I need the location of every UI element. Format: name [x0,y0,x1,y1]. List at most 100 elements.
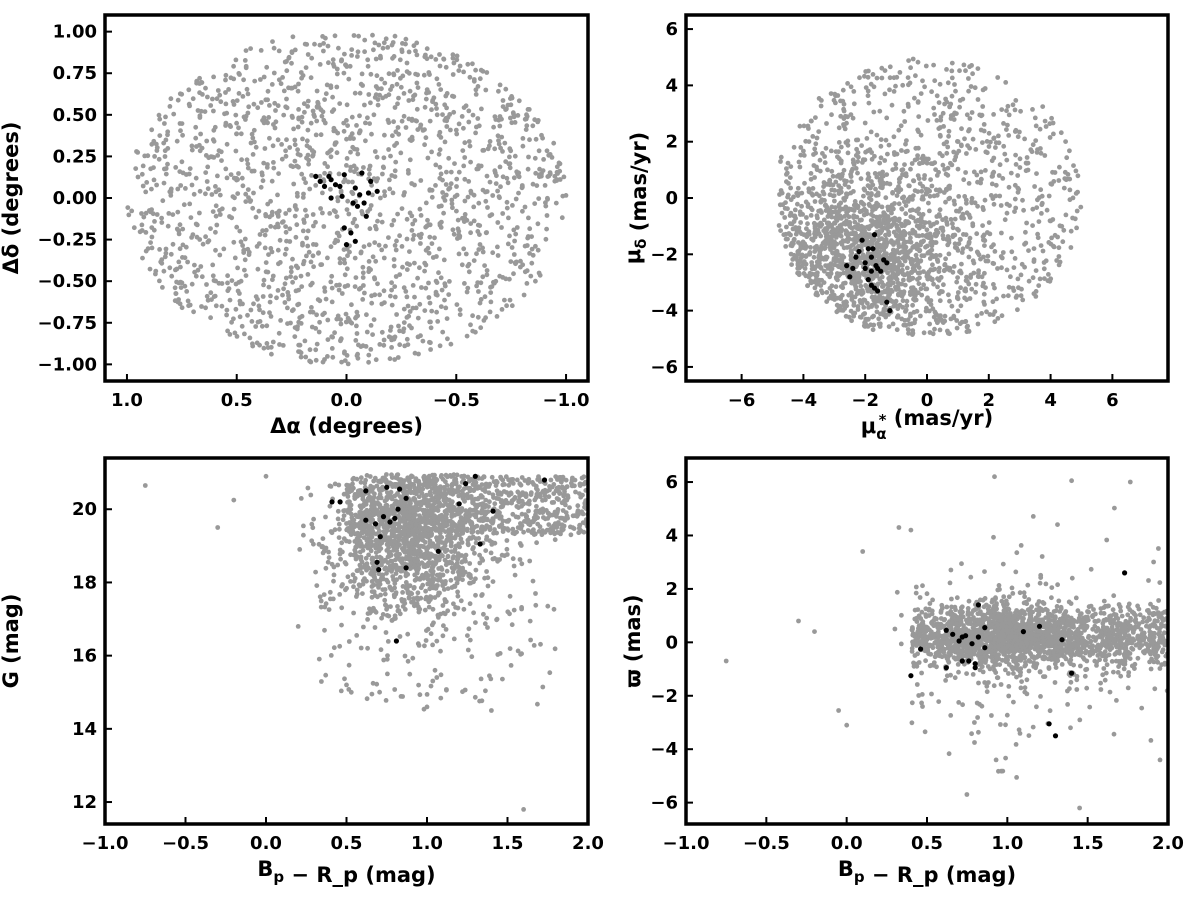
member-star-point [341,225,347,231]
field-star-point [958,303,964,309]
field-star-point [1003,80,1009,85]
field-star-point [955,308,961,314]
field-stars-series [776,56,1084,337]
field-star-point [986,130,992,136]
field-star-point [845,150,851,156]
field-star-point [1041,260,1047,265]
field-star-point [821,191,827,197]
field-star-point [819,222,825,228]
field-star-point [407,671,413,677]
field-star-point [471,218,477,224]
field-star-point [991,155,997,161]
field-star-point [392,294,398,300]
field-star-point [945,165,951,171]
field-star-point [878,143,884,149]
field-star-point [544,226,549,232]
field-star-point [877,249,883,255]
field-star-point [276,48,282,54]
field-star-point [175,186,181,192]
field-star-point [908,65,913,71]
field-star-point [423,588,428,594]
y-tick-label: 4 [665,75,678,96]
field-star-point [916,145,921,151]
field-star-point [305,127,311,133]
member-star-point [343,242,350,248]
field-star-point [874,132,880,138]
field-star-point [304,42,310,47]
field-star-point [870,327,876,333]
field-star-point [997,162,1003,168]
field-star-point [1056,245,1062,251]
field-star-point [948,116,954,121]
field-star-point [383,36,389,42]
field-star-point [912,188,918,194]
field-star-point [902,199,907,205]
field-star-point [912,95,917,101]
field-star-point [952,232,958,238]
field-star-point [487,143,492,149]
field-star-point [1073,168,1079,174]
field-star-point [381,288,387,294]
field-star-point [454,57,460,63]
field-star-point [372,40,378,46]
field-star-point [191,309,197,315]
field-star-point [461,69,466,75]
field-star-point [214,222,220,228]
member-star-point [328,195,334,201]
field-star-point [943,96,948,102]
field-star-point [839,307,845,313]
x-tick-label: 6 [1106,390,1119,411]
field-star-point [861,312,866,317]
field-star-point [288,274,293,279]
field-star-point [946,128,952,134]
field-star-point [276,208,282,214]
field-star-point [896,291,901,297]
field-star-point [239,175,245,181]
field-star-point [900,195,905,201]
field-star-point [827,263,832,268]
field-star-point [180,226,186,232]
field-star-point [454,302,460,307]
field-star-point [245,312,250,318]
field-star-point [337,643,343,649]
field-star-point [885,281,891,287]
field-star-point [292,47,298,53]
field-star-point [860,157,866,163]
field-star-point [296,287,301,293]
field-star-point [848,206,854,212]
field-star-point [868,81,874,87]
field-star-point [225,280,230,286]
field-star-point [434,76,440,82]
field-star-point [231,63,237,69]
field-star-point [159,260,165,266]
field-star-point [531,482,537,487]
field-star-point [1030,107,1035,112]
field-star-point [370,680,376,686]
field-star-point [1071,163,1076,169]
field-star-point [403,36,409,42]
field-star-point [440,633,446,639]
field-star-point [1039,211,1044,216]
field-star-point [162,166,167,172]
field-star-point [308,75,314,81]
field-star-point [197,188,203,194]
field-star-point [937,298,943,304]
field-star-point [886,232,892,238]
field-star-point [197,115,203,120]
field-star-point [1022,264,1027,270]
field-star-point [500,149,505,154]
field-star-point [874,309,880,315]
field-star-point [304,155,309,161]
field-star-point [311,541,316,547]
field-star-point [931,281,936,287]
field-star-point [964,274,969,280]
field-star-point [1061,227,1067,233]
field-star-point [185,259,191,265]
field-star-point [321,224,327,229]
field-star-point [899,262,904,268]
field-star-point [978,127,984,133]
field-star-point [126,212,132,218]
field-star-point [344,163,349,168]
field-star-point [865,148,871,154]
field-star-point [168,251,174,257]
